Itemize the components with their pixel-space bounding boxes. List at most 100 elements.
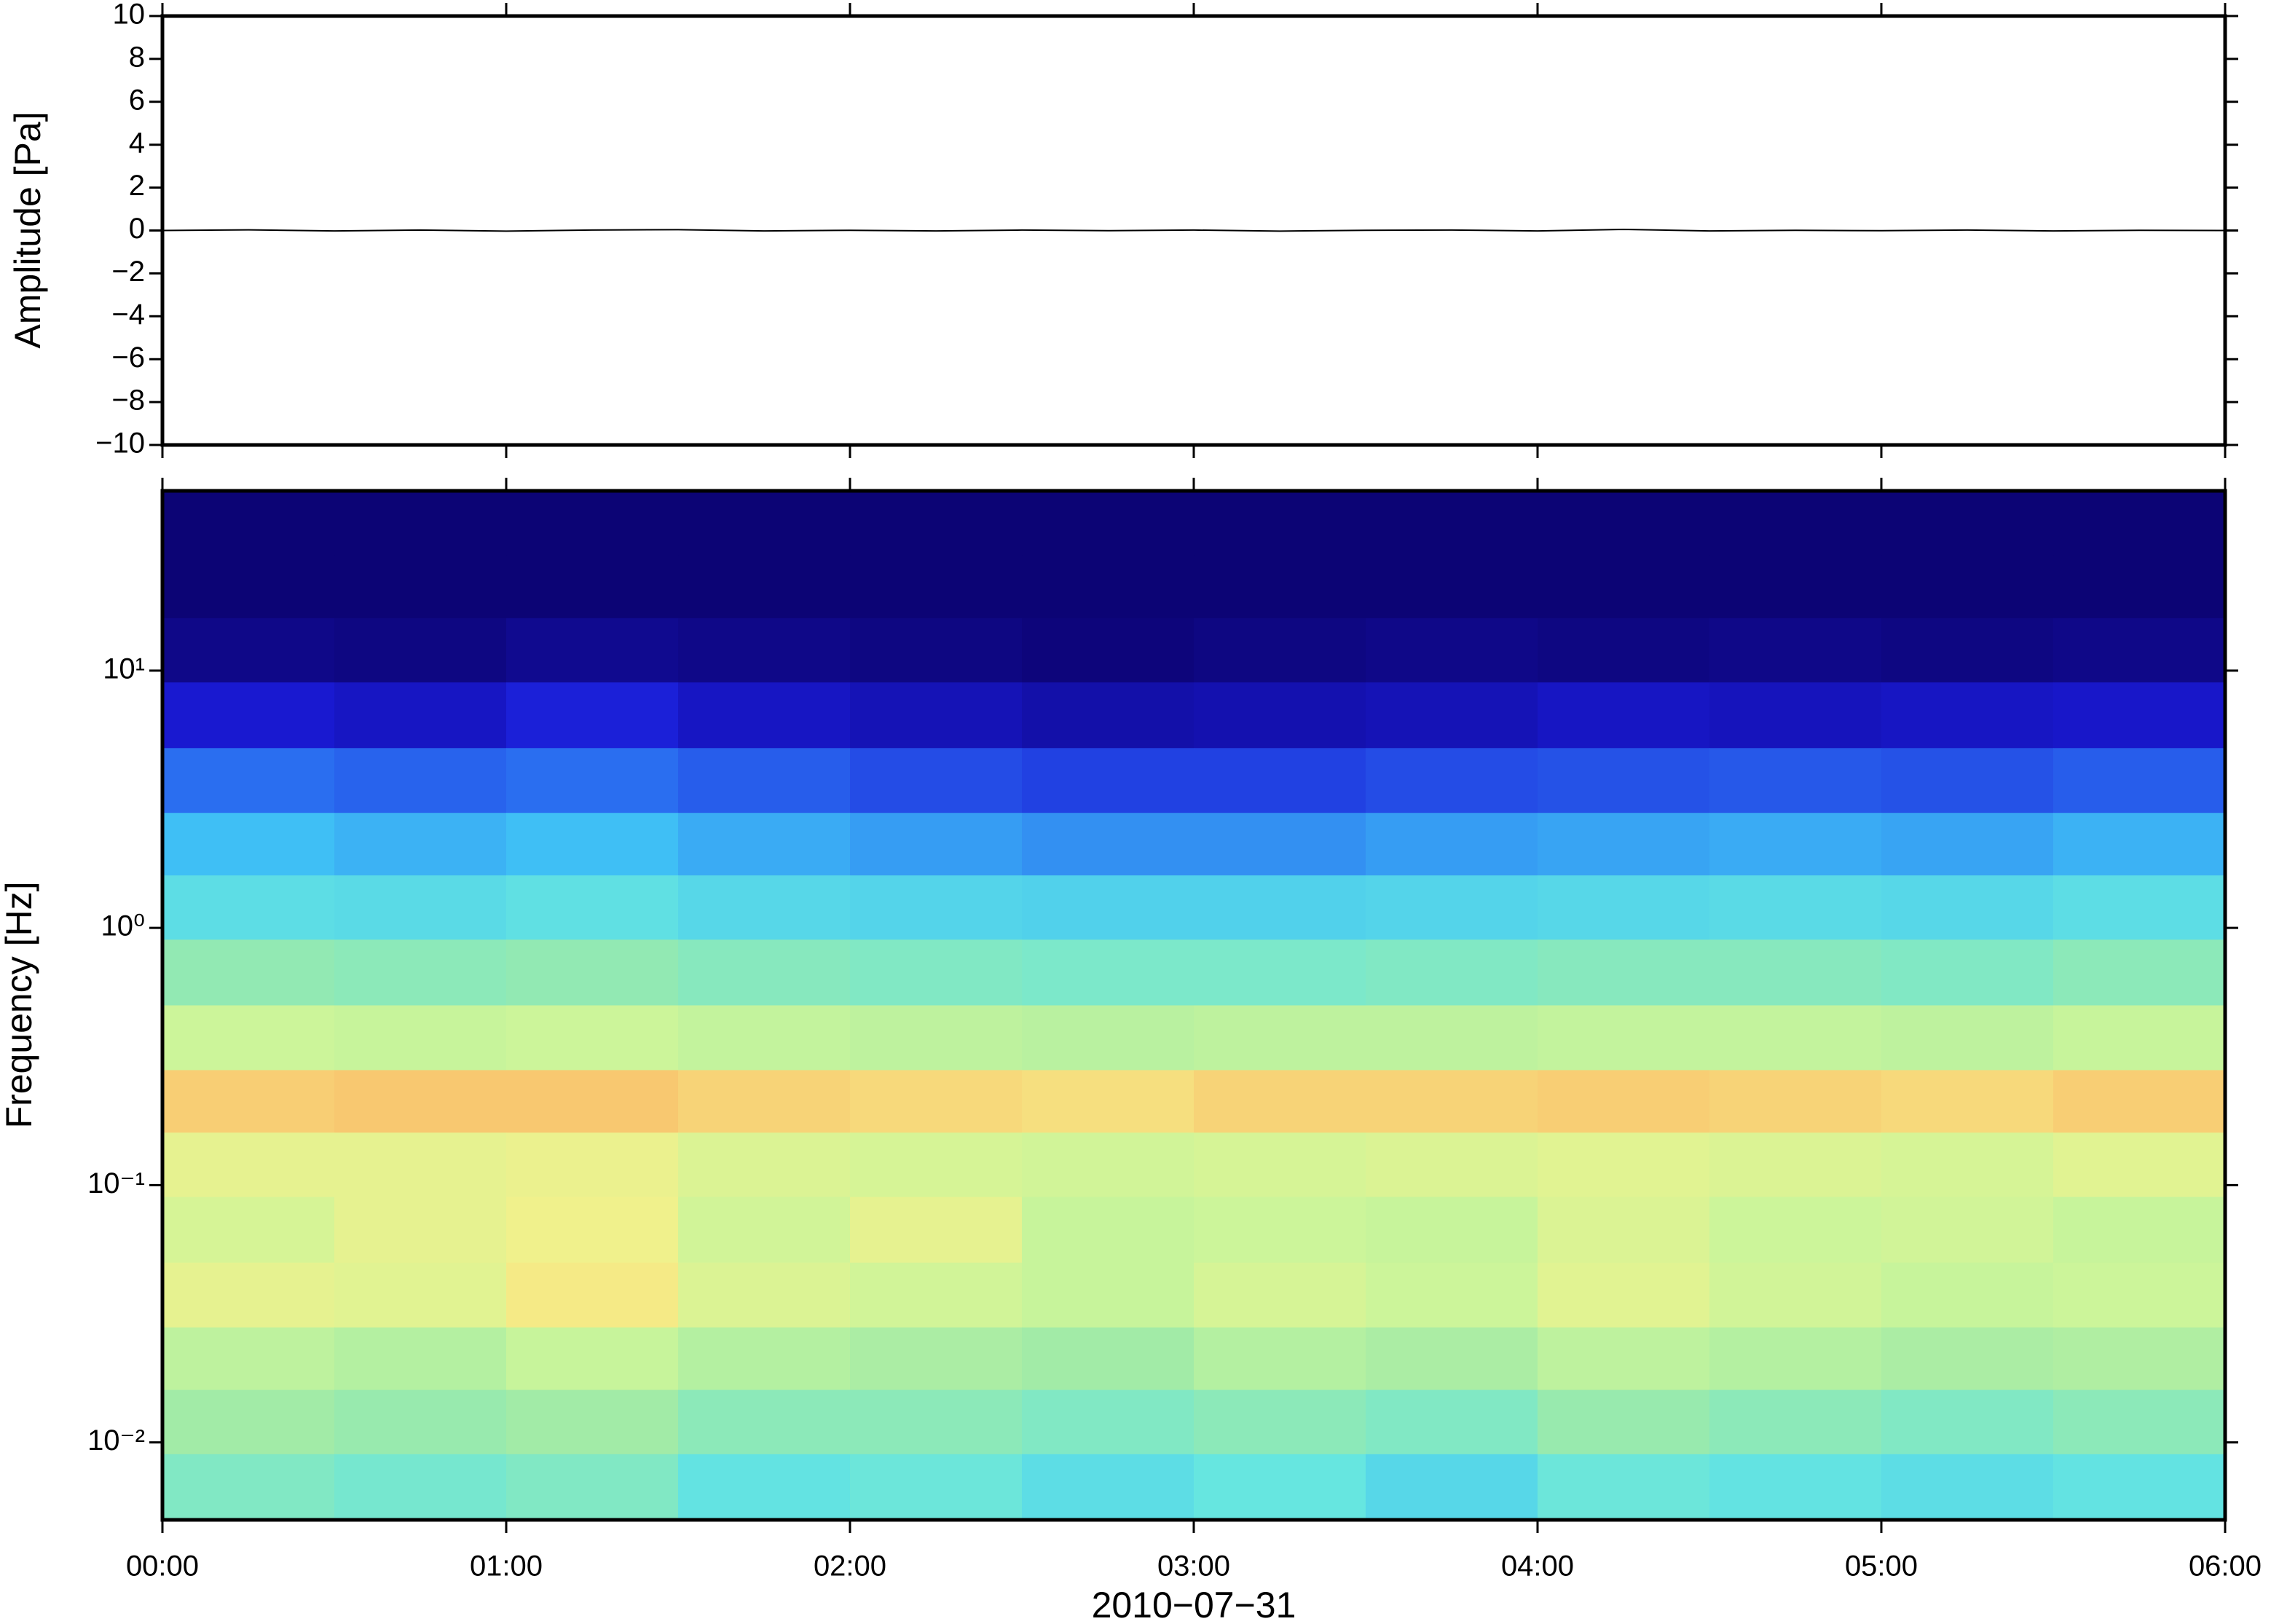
y-axis-label: Amplitude [Pa]: [7, 111, 48, 348]
spectrogram-cell: [678, 1454, 851, 1521]
spectrogram-cell: [1709, 1262, 1882, 1328]
spectrogram-cell: [162, 682, 335, 749]
spectrogram-cell: [850, 939, 1023, 1006]
spectrogram-cell: [678, 682, 851, 749]
spectrogram-cell: [1366, 939, 1538, 1006]
spectrogram-cell: [1022, 1005, 1194, 1071]
x-tick-label: 02:00: [814, 1550, 886, 1582]
spectrogram-cell: [850, 813, 1023, 876]
spectrogram-cell: [1709, 682, 1882, 749]
spectrogram-cell: [1538, 1005, 1710, 1071]
spectrogram-cell: [1194, 1005, 1366, 1071]
spectrogram-cell: [1022, 1390, 1194, 1455]
spectrogram-cell: [162, 1454, 335, 1521]
spectrogram-cell: [334, 1262, 507, 1328]
spectrogram-cell: [1194, 618, 1366, 683]
spectrogram-cell: [506, 618, 679, 683]
spectrogram-cell: [1538, 1390, 1710, 1455]
spectrogram-cell: [850, 875, 1023, 940]
y-tick-label: 10⁻²: [87, 1424, 145, 1457]
spectrogram-cell: [850, 555, 1023, 619]
spectrogram-cell: [506, 748, 679, 813]
spectrogram-cell: [162, 618, 335, 683]
spectrogram-cell: [1366, 555, 1538, 619]
spectrogram-cell: [334, 618, 507, 683]
spectrogram-cell: [1709, 555, 1882, 619]
spectrogram-cell: [850, 1262, 1023, 1328]
spectrogram-cell: [1881, 813, 2054, 876]
spectrogram-cell: [334, 1005, 507, 1071]
y-tick-label: 10¹: [103, 653, 145, 685]
spectrogram-cell: [1022, 1132, 1194, 1198]
y-tick-label: 10: [113, 0, 146, 31]
spectrogram-cell: [1366, 618, 1538, 683]
spectrogram-cell: [1366, 1262, 1538, 1328]
spectrogram-cell: [1881, 491, 2054, 556]
spectrogram-cell: [2053, 1132, 2226, 1198]
spectrogram-cell: [678, 1390, 851, 1455]
y-tick-label: 10⁻¹: [87, 1167, 145, 1199]
y-tick-label: 0: [129, 213, 145, 245]
spectrogram-cell: [506, 1262, 679, 1328]
spectrogram-cell: [506, 555, 679, 619]
spectrogram-cell: [1538, 1070, 1710, 1133]
spectrogram-cell: [1194, 1262, 1366, 1328]
x-axis-label: 2010−07−31: [1092, 1585, 1296, 1624]
spectrogram-cell: [678, 1197, 851, 1264]
spectrogram-cell: [1022, 682, 1194, 749]
spectrogram-cell: [1881, 1262, 2054, 1328]
spectrogram-cell: [506, 813, 679, 876]
spectrogram-cell: [1366, 813, 1538, 876]
y-axis-label: Frequency [Hz]: [0, 881, 39, 1128]
spectrogram-cell: [678, 618, 851, 683]
spectrogram-cell: [1709, 939, 1882, 1006]
spectrogram-cell: [850, 1132, 1023, 1198]
spectrogram-cell: [2053, 875, 2226, 940]
spectrogram-cell: [162, 1132, 335, 1198]
spectrogram-cell: [162, 813, 335, 876]
spectrogram-cell: [850, 618, 1023, 683]
spectrogram-cell: [1881, 555, 2054, 619]
spectrogram-cell: [334, 1132, 507, 1198]
spectrogram-cell: [850, 491, 1023, 556]
spectrogram-cell: [2053, 1327, 2226, 1391]
spectrogram-cell: [506, 939, 679, 1006]
spectrogram-cell: [1194, 1390, 1366, 1455]
spectrogram-cell: [1366, 1132, 1538, 1198]
spectrogram-cell: [850, 1197, 1023, 1264]
spectrogram-cell: [1366, 1070, 1538, 1133]
spectrogram-cell: [162, 1262, 335, 1328]
spectrogram-cell: [1538, 939, 1710, 1006]
spectrogram-cell: [850, 748, 1023, 813]
spectrogram-cell: [850, 1454, 1023, 1521]
spectrogram-cell: [1709, 1070, 1882, 1133]
spectrogram-cell: [334, 1390, 507, 1455]
spectrogram-cell: [1709, 748, 1882, 813]
y-tick-label: −8: [111, 385, 145, 417]
spectrogram-cell: [1022, 1197, 1194, 1264]
spectrogram-cell: [1881, 939, 2054, 1006]
spectrogram-cell: [678, 1070, 851, 1133]
spectrogram-cell: [678, 1132, 851, 1198]
spectrogram-cell: [1022, 813, 1194, 876]
spectrogram-cell: [334, 682, 507, 749]
spectrogram-cell: [506, 1327, 679, 1391]
spectrogram-cell: [1881, 1327, 2054, 1391]
spectrogram-cell: [1366, 1005, 1538, 1071]
spectrogram-cell: [850, 1005, 1023, 1071]
spectrogram-cell: [850, 682, 1023, 749]
spectrogram-cell: [506, 1454, 679, 1521]
spectrogram-cell: [1538, 813, 1710, 876]
spectrogram-cell: [1366, 491, 1538, 556]
spectrogram-cell: [2053, 748, 2226, 813]
spectrogram-cell: [1538, 1132, 1710, 1198]
spectrogram-cell: [1366, 748, 1538, 813]
spectrogram-cell: [1022, 555, 1194, 619]
spectrogram-cell: [1881, 682, 2054, 749]
spectrogram-cell: [2053, 813, 2226, 876]
x-tick-label: 00:00: [126, 1550, 199, 1582]
spectrogram-cell: [334, 875, 507, 940]
y-tick-label: −6: [111, 342, 145, 374]
spectrogram-cell: [2053, 1197, 2226, 1264]
spectrogram-cell: [506, 1005, 679, 1071]
